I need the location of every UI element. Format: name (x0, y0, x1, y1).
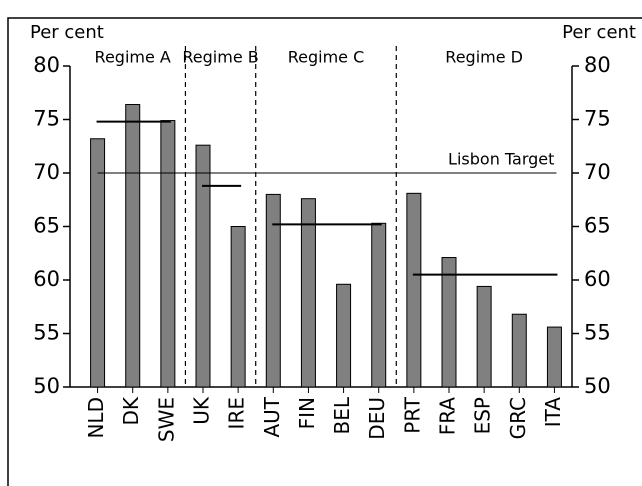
y-tick-label: 80 (33, 53, 60, 77)
regime-label: Regime D (445, 48, 523, 67)
bar (125, 104, 141, 388)
x-tick-label: FIN (295, 397, 319, 429)
y-tick-label: 60 (33, 267, 60, 291)
x-tick-label: DEU (365, 397, 389, 440)
y2-tick-label: 60 (584, 267, 611, 291)
y2-tick-label: 55 (584, 321, 611, 345)
x-tick-label: SWE (154, 397, 178, 442)
bar (476, 285, 492, 388)
x-tick-label: IRE (225, 397, 249, 429)
x-tick-label: UK (190, 396, 214, 425)
bar (160, 120, 176, 388)
y-tick-label: 75 (33, 107, 60, 131)
regime-label: Regime B (182, 48, 258, 67)
x-tick-label: ESP (471, 397, 495, 434)
x-tick-label: NLD (84, 397, 108, 439)
bar (441, 257, 457, 388)
frame (7, 17, 642, 486)
y-tick-label: 65 (33, 214, 60, 238)
y-tick-label: 55 (33, 321, 60, 345)
y2-tick-label: 65 (584, 214, 611, 238)
x-tick-label: ITA (541, 397, 565, 428)
y2-tick-label: 75 (584, 107, 611, 131)
y2-tick-label: 70 (584, 160, 611, 184)
y-tick-label: 50 (33, 374, 60, 398)
bar (265, 193, 281, 388)
bar (300, 198, 316, 388)
bar (511, 313, 527, 388)
bar (90, 138, 106, 388)
x-tick-label: PRT (400, 396, 424, 434)
x-tick-label: BEL (330, 396, 354, 434)
bar (371, 222, 387, 388)
y-tick-label: 70 (33, 160, 60, 184)
bar (546, 326, 562, 388)
x-tick-label: DK (119, 396, 143, 425)
x-tick-label: FRA (436, 397, 460, 436)
bar (336, 283, 352, 388)
target-label: Lisbon Target (448, 150, 554, 169)
y-axis-label: Per cent (30, 22, 104, 43)
y2-tick-label: 50 (584, 374, 611, 398)
bar (406, 192, 422, 388)
bar (230, 226, 246, 388)
bar (195, 144, 211, 388)
x-tick-label: GRC (506, 397, 530, 439)
y2-tick-label: 80 (584, 53, 611, 77)
x-tick-label: AUT (260, 396, 284, 437)
y2-axis-label: Per cent (562, 22, 636, 43)
regime-label: Regime C (288, 48, 365, 67)
regime-label: Regime A (95, 48, 171, 67)
